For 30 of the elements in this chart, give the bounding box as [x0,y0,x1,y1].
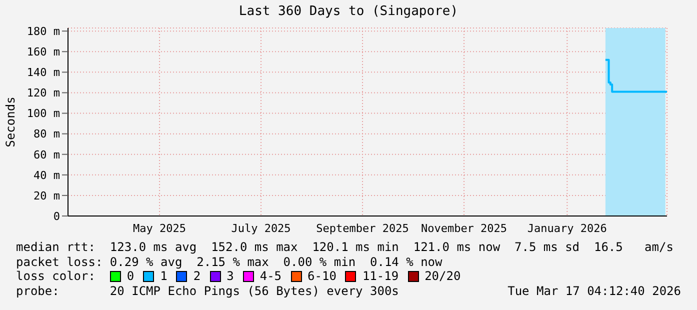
legend-title: loss color: [16,269,96,284]
chart-title: Last 360 Days to (Singapore) [238,3,460,21]
y-tick-label: 40 m [34,168,60,182]
y-tick-label: 80 m [34,128,60,141]
x-tick-label: September 2025 [316,222,409,235]
y-tick-label: 100 m [26,107,60,120]
y-tick-label: 180 m [26,24,60,38]
legend-label: 11-19 [362,269,399,284]
legend-label: 3 [226,269,234,284]
legend-label: 4-5 [260,269,282,284]
legend-label: 6-10 [308,269,336,284]
text: probe: 20 ICMP Echo Pings (56 Bytes) every 300s [16,284,399,298]
y-tick-label: 160 m [26,46,60,59]
y-tick-label: 0 [53,210,60,223]
legend-label: 2 [193,269,201,284]
text: Tue Mar 17 04:12:40 2026 [508,284,681,298]
y-tick-label: 60 m [34,148,60,162]
text: median rtt: 123.0 ms avg 152.0 ms max 120.1 ms min 121.0 ms now 7.5 ms sd 16.5 am/s [16,240,674,254]
legend-label: 20/20 [424,269,461,284]
y-axis-title: Seconds [3,96,18,148]
text: packet loss: 0.29 % avg 2.15 % max 0.00 % min 0.14 % now [16,254,444,269]
x-tick-label: May 2025 [133,222,186,235]
y-tick-label: 20 m [34,189,60,202]
legend-label: 1 [160,269,168,284]
x-tick-label: November 2025 [420,222,508,235]
y-tick-label: 120 m [26,86,60,100]
x-tick-label: January 2026 [527,222,607,235]
legend-label: 0 [126,269,134,284]
x-tick-label: July 2025 [231,222,291,235]
y-tick-label: 140 m [26,66,60,80]
